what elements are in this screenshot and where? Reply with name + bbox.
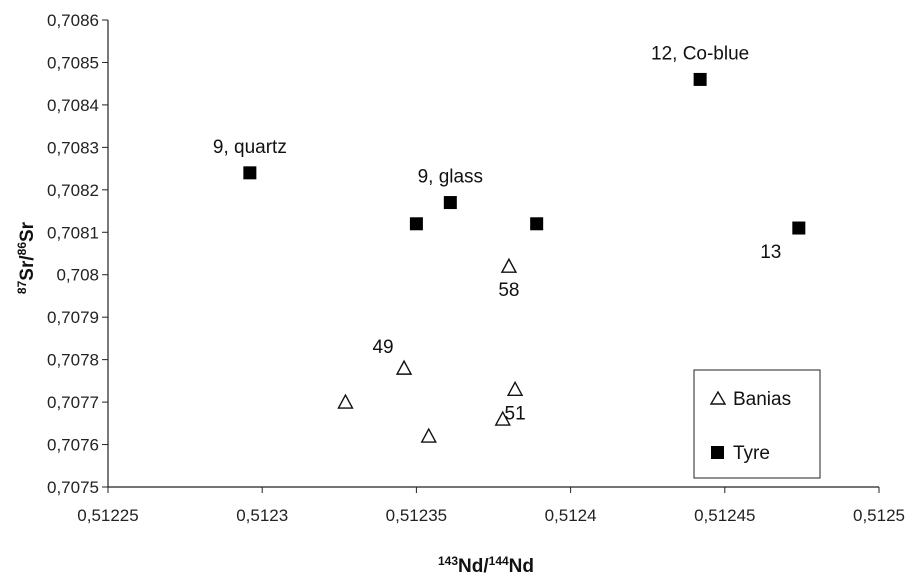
banias-point — [337, 393, 354, 409]
tyre-point — [693, 72, 707, 86]
y-tick-label: 0,7076 — [47, 436, 99, 455]
point-annotation: 12, Co-blue — [651, 43, 749, 64]
x-tick-label: 0,5124 — [545, 506, 597, 525]
legend-tyre-marker — [711, 446, 724, 459]
y-tick-label: 0,7081 — [47, 223, 99, 242]
legend: Banias Tyre — [693, 369, 821, 479]
y-tick-label: 0,7085 — [47, 53, 99, 72]
x-tick-label: 0,5123 — [236, 506, 288, 525]
tyre-point — [792, 221, 806, 235]
tick-labels: 0,7075 0,7076 0,7077 0,7078 0,7079 0,708 0,708… — [47, 11, 905, 525]
point-annotation: 9, glass — [418, 167, 483, 188]
legend-banias-label: Banias — [733, 389, 791, 410]
legend-banias-marker — [709, 390, 727, 405]
x-axis-title: 143Nd/144Nd — [438, 554, 534, 577]
y-tick-label: 0,708 — [56, 266, 99, 285]
y-tick-label: 0,7078 — [47, 351, 99, 370]
x-tick-label: 0,51225 — [77, 506, 138, 525]
axes — [102, 19, 880, 493]
point-annotation: 58 — [498, 280, 519, 301]
point-annotation: 49 — [372, 337, 393, 358]
banias-point — [395, 359, 413, 375]
banias-point — [420, 427, 437, 443]
y-tick-label: 0,7086 — [47, 11, 99, 30]
y-tick-label: 0,7075 — [47, 478, 99, 497]
y-tick-label: 0,7082 — [47, 181, 99, 200]
x-tick-label: 0,5125 — [853, 506, 905, 525]
legend-box — [693, 369, 821, 479]
tyre-point — [409, 217, 423, 231]
banias-point — [494, 410, 511, 426]
legend-tyre-label: Tyre — [733, 443, 770, 464]
banias-point — [500, 257, 518, 273]
y-tick-label: 0,7084 — [47, 96, 99, 115]
point-annotations: 9, quartz 9, glass 12, Co-blue 13 58 49 51 — [213, 43, 781, 424]
y-axis-title: 87Sr/86Sr — [15, 221, 38, 294]
tyre-point — [443, 196, 457, 210]
y-tick-label: 0,7079 — [47, 308, 99, 327]
x-tick-label: 0,51245 — [694, 506, 755, 525]
banias-point — [506, 380, 524, 397]
point-annotation: 13 — [760, 242, 781, 263]
x-tick-label: 0,51235 — [386, 506, 447, 525]
point-annotation: 51 — [505, 403, 526, 424]
tyre-point — [243, 166, 257, 180]
y-tick-label: 0,7077 — [47, 393, 99, 412]
y-tick-label: 0,7083 — [47, 138, 99, 157]
tyre-point — [530, 217, 544, 231]
point-annotation: 9, quartz — [213, 137, 287, 158]
data-points — [243, 72, 806, 443]
